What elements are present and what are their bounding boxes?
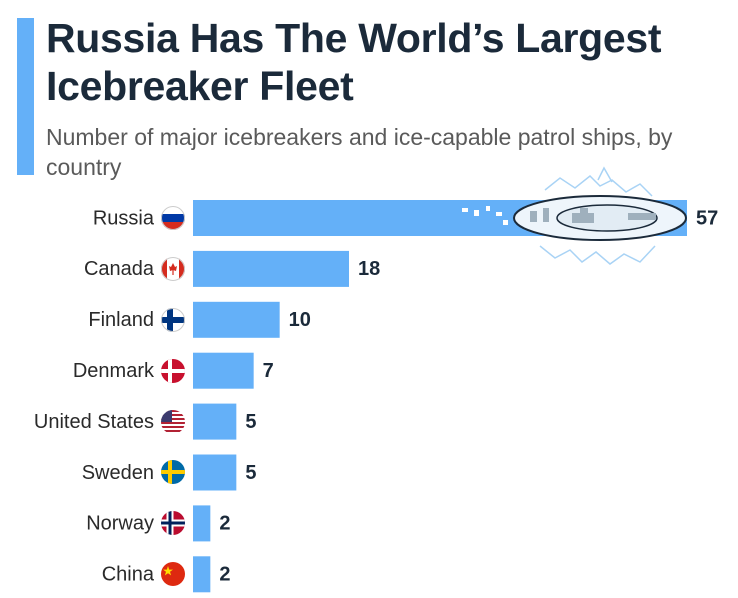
flag [161,410,185,434]
value-label: 7 [263,360,274,382]
category-label: Russia [93,207,155,229]
flag [161,511,185,535]
category-label: Sweden [82,462,154,484]
chart-title: Russia Has The World’s Largest Icebreake… [46,15,662,109]
flag [161,562,185,586]
ship-illustration [462,166,687,265]
bars [193,200,687,593]
bar [193,250,349,287]
bar [193,505,211,542]
bar [193,454,237,491]
bar [193,403,237,440]
bar [193,352,254,389]
flag [161,257,185,281]
bar [193,556,211,593]
bar [193,301,280,338]
flag [161,308,185,332]
value-label: 2 [219,513,230,535]
flag [161,460,185,484]
accent-bar [17,18,34,175]
category-label: Denmark [73,360,155,382]
category-label: Norway [86,513,154,535]
chart-subtitle: Number of major icebreakers and ice-capa… [46,124,673,180]
category-label: China [102,564,155,586]
flag [161,359,185,383]
category-label: Canada [84,258,155,280]
value-label: 18 [358,258,380,280]
category-label: Finland [88,309,154,331]
value-label: 2 [219,564,230,586]
flag [161,206,185,230]
value-label: 5 [245,411,256,433]
category-label: United States [34,411,154,433]
value-label: 57 [696,207,718,229]
value-label: 5 [245,462,256,484]
value-label: 10 [289,309,311,331]
